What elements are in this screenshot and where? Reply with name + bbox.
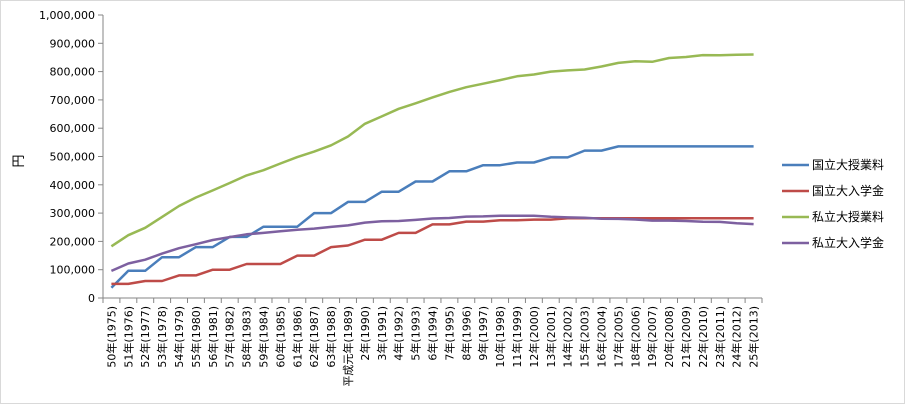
- x-tick-label: 17年(2005): [611, 306, 625, 368]
- series-line-2: [111, 216, 754, 286]
- x-tick-label: 56年(1981): [206, 306, 220, 368]
- x-tick-label: 57年(1982): [223, 306, 237, 368]
- x-tick-label: 11年(1999): [510, 306, 524, 368]
- x-tick-label: 59年(1984): [257, 306, 271, 368]
- y-tick-label: 600,000: [50, 122, 96, 135]
- x-tick-label: 14年(2002): [561, 306, 575, 368]
- x-tick-label: 8年(1996): [459, 306, 473, 361]
- x-tick-label: 18年(2006): [628, 306, 642, 368]
- x-tick-label: 55年(1980): [189, 306, 203, 368]
- x-tick-label: 平成元年(1989): [341, 306, 355, 387]
- x-tick-label: 51年(1976): [121, 306, 135, 368]
- y-tick-label: 100,000: [50, 264, 96, 277]
- x-tick-label: 58年(1983): [240, 306, 254, 368]
- x-tick-label: 54年(1979): [172, 306, 186, 368]
- x-tick-label: 19年(2007): [645, 306, 659, 368]
- x-tick-label: 61年(1986): [290, 306, 304, 368]
- x-tick-label: 15年(2003): [578, 306, 592, 368]
- x-tick-label: 20年(2008): [662, 306, 676, 368]
- x-tick-label: 25年(2013): [747, 306, 761, 368]
- x-tick-label: 53年(1978): [155, 306, 169, 368]
- x-tick-label: 3年(1991): [375, 306, 389, 361]
- x-tick-label: 4年(1992): [392, 306, 406, 361]
- y-tick-label: 700,000: [50, 94, 96, 107]
- x-tick-label: 13年(2001): [544, 306, 558, 368]
- y-tick-label: 900,000: [50, 37, 96, 50]
- x-tick-label: 62年(1987): [307, 306, 321, 368]
- series-line-3: [110, 53, 754, 248]
- x-tick-label: 63年(1988): [324, 306, 338, 368]
- legend-label-3: 私立大授業料: [812, 209, 884, 224]
- y-tick-label: 500,000: [50, 151, 96, 164]
- x-tick-label: 9年(1997): [476, 306, 490, 361]
- y-tick-label: 800,000: [50, 66, 96, 79]
- x-tick-label: 23年(2011): [713, 306, 727, 368]
- legend-label-1: 国立大授業料: [812, 157, 884, 172]
- y-tick-label: 400,000: [50, 179, 96, 192]
- series-line-4: [110, 214, 754, 273]
- x-tick-label: 2年(1990): [358, 306, 372, 361]
- x-tick-label: 50年(1975): [104, 306, 118, 368]
- y-tick-label: 1,000,000: [39, 9, 95, 22]
- x-tick-label: 5年(1993): [409, 306, 423, 361]
- series-line-1: [110, 145, 754, 289]
- x-tick-label: 16年(2004): [594, 306, 608, 368]
- x-tick-label: 52年(1977): [138, 306, 152, 368]
- x-tick-label: 22年(2010): [696, 306, 710, 368]
- legend-label-4: 私立大入学金: [812, 235, 884, 250]
- legend-label-2: 国立大入学金: [812, 183, 884, 198]
- x-tick-label: 21年(2009): [679, 306, 693, 368]
- y-tick-label: 0: [88, 292, 95, 305]
- x-tick-label: 60年(1985): [273, 306, 287, 368]
- x-tick-label: 6年(1994): [426, 306, 440, 361]
- y-tick-label: 300,000: [50, 207, 96, 220]
- x-tick-label: 7年(1995): [442, 306, 456, 361]
- y-tick-label: 200,000: [50, 235, 96, 248]
- x-tick-label: 10年(1998): [493, 306, 507, 368]
- y-axis-label: 円: [12, 154, 27, 167]
- x-tick-label: 12年(2000): [527, 306, 541, 368]
- x-tick-label: 24年(2012): [730, 306, 744, 368]
